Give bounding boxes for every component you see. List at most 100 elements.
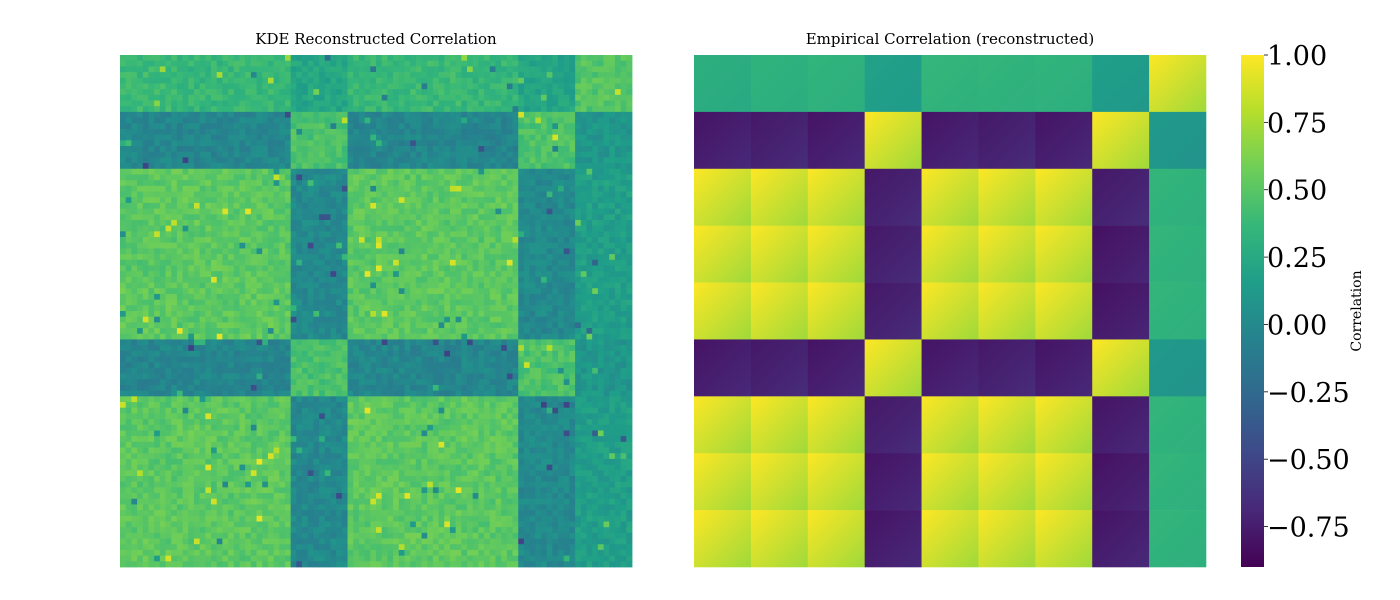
kde-heatmap-cell — [142, 265, 149, 272]
kde-heatmap-cell — [535, 106, 542, 113]
kde-heatmap-cell — [495, 350, 502, 357]
kde-heatmap-cell — [262, 328, 269, 335]
kde-heatmap-cell — [455, 106, 462, 113]
kde-heatmap-cell — [262, 214, 269, 221]
kde-heatmap-cell — [444, 225, 451, 232]
kde-heatmap-cell — [273, 72, 280, 79]
kde-heatmap-cell — [233, 180, 240, 187]
kde-heatmap-cell — [449, 100, 457, 107]
kde-heatmap-cell — [449, 111, 457, 118]
kde-heatmap-cell — [529, 265, 536, 272]
kde-heatmap-cell — [324, 316, 331, 323]
kde-heatmap-cell — [193, 259, 201, 266]
kde-heatmap-cell — [461, 100, 468, 107]
kde-heatmap-cell — [398, 94, 405, 101]
kde-heatmap-cell — [233, 237, 240, 244]
kde-heatmap-cell — [302, 214, 309, 221]
kde-heatmap-cell — [313, 333, 320, 340]
kde-heatmap-cell — [563, 191, 570, 198]
kde-heatmap-cell — [552, 333, 559, 340]
kde-heatmap-cell — [484, 242, 491, 249]
kde-heatmap-cell — [597, 146, 604, 153]
kde-heatmap-cell — [558, 94, 565, 101]
kde-heatmap-cell — [518, 350, 525, 357]
kde-heatmap-cell — [205, 180, 212, 187]
kde-heatmap-cell — [603, 265, 610, 272]
kde-heatmap-cell — [358, 350, 366, 357]
kde-heatmap-cell — [353, 111, 360, 118]
kde-heatmap-cell — [404, 60, 411, 67]
kde-heatmap-cell — [193, 111, 201, 118]
kde-heatmap-cell — [449, 322, 457, 329]
kde-heatmap-cell — [239, 202, 246, 209]
kde-heatmap-cell — [518, 117, 525, 124]
kde-heatmap-cell — [609, 72, 616, 79]
kde-heatmap-cell — [330, 197, 337, 204]
kde-heatmap-cell — [358, 237, 366, 244]
kde-heatmap-cell — [592, 259, 599, 266]
kde-heatmap-cell — [449, 146, 457, 153]
kde-heatmap-cell — [199, 77, 206, 84]
kde-heatmap-cell — [489, 100, 496, 107]
kde-heatmap-cell — [336, 117, 343, 124]
kde-heatmap-cell — [233, 185, 240, 192]
kde-heatmap-cell — [506, 350, 513, 357]
kde-heatmap-cell — [558, 100, 565, 107]
kde-heatmap-cell — [353, 106, 360, 113]
kde-heatmap-cell — [358, 242, 366, 249]
kde-heatmap-cell — [438, 231, 445, 238]
kde-heatmap-cell — [495, 214, 502, 221]
kde-heatmap-cell — [620, 66, 627, 73]
kde-heatmap-cell — [182, 231, 189, 238]
kde-heatmap-cell — [592, 60, 599, 67]
kde-heatmap-cell — [620, 208, 627, 215]
kde-heatmap-cell — [523, 89, 530, 96]
kde-heatmap-cell — [284, 117, 292, 124]
kde-heatmap-cell — [358, 305, 366, 312]
kde-heatmap-cell — [540, 123, 548, 130]
kde-heatmap-cell — [614, 219, 622, 227]
kde-heatmap-cell — [620, 282, 627, 289]
kde-heatmap-cell — [125, 231, 132, 238]
kde-heatmap-cell — [290, 339, 297, 346]
kde-heatmap-cell — [233, 66, 240, 73]
kde-heatmap-cell — [438, 293, 445, 301]
kde-heatmap-cell — [398, 293, 405, 301]
kde-heatmap-cell — [376, 288, 383, 295]
kde-heatmap-cell — [336, 72, 343, 79]
kde-heatmap-cell — [614, 356, 622, 363]
kde-heatmap-cell — [404, 191, 411, 198]
kde-heatmap-cell — [415, 168, 422, 175]
kde-heatmap-cell — [484, 328, 491, 335]
kde-heatmap-cell — [199, 288, 206, 295]
kde-heatmap-cell — [171, 293, 178, 301]
kde-heatmap-cell — [569, 214, 576, 221]
kde-heatmap-cell — [205, 111, 212, 118]
kde-heatmap-cell — [319, 123, 326, 130]
kde-heatmap-cell — [262, 157, 269, 164]
kde-heatmap-cell — [165, 362, 172, 369]
kde-heatmap-cell — [267, 362, 274, 369]
kde-heatmap-cell — [393, 157, 400, 164]
kde-heatmap-cell — [569, 299, 576, 306]
kde-heatmap-cell — [250, 322, 257, 329]
kde-heatmap-cell — [438, 180, 445, 187]
kde-heatmap-cell — [558, 219, 565, 227]
kde-heatmap-cell — [284, 282, 292, 289]
kde-heatmap-cell — [438, 248, 445, 255]
kde-heatmap-cell — [193, 157, 201, 164]
kde-heatmap-cell — [239, 191, 246, 198]
kde-heatmap-cell — [137, 339, 144, 346]
kde-heatmap-cell — [495, 316, 502, 323]
kde-heatmap-cell — [205, 123, 212, 130]
kde-heatmap-cell — [364, 123, 371, 130]
kde-heatmap-cell — [370, 163, 377, 170]
kde-heatmap-cell — [421, 305, 428, 312]
kde-heatmap-cell — [484, 157, 491, 164]
kde-heatmap-cell — [120, 276, 127, 283]
kde-heatmap-cell — [358, 77, 366, 84]
kde-heatmap-cell — [387, 55, 394, 62]
kde-heatmap-cell — [535, 60, 542, 67]
kde-heatmap-cell — [256, 259, 263, 266]
kde-heatmap-cell — [176, 333, 183, 340]
